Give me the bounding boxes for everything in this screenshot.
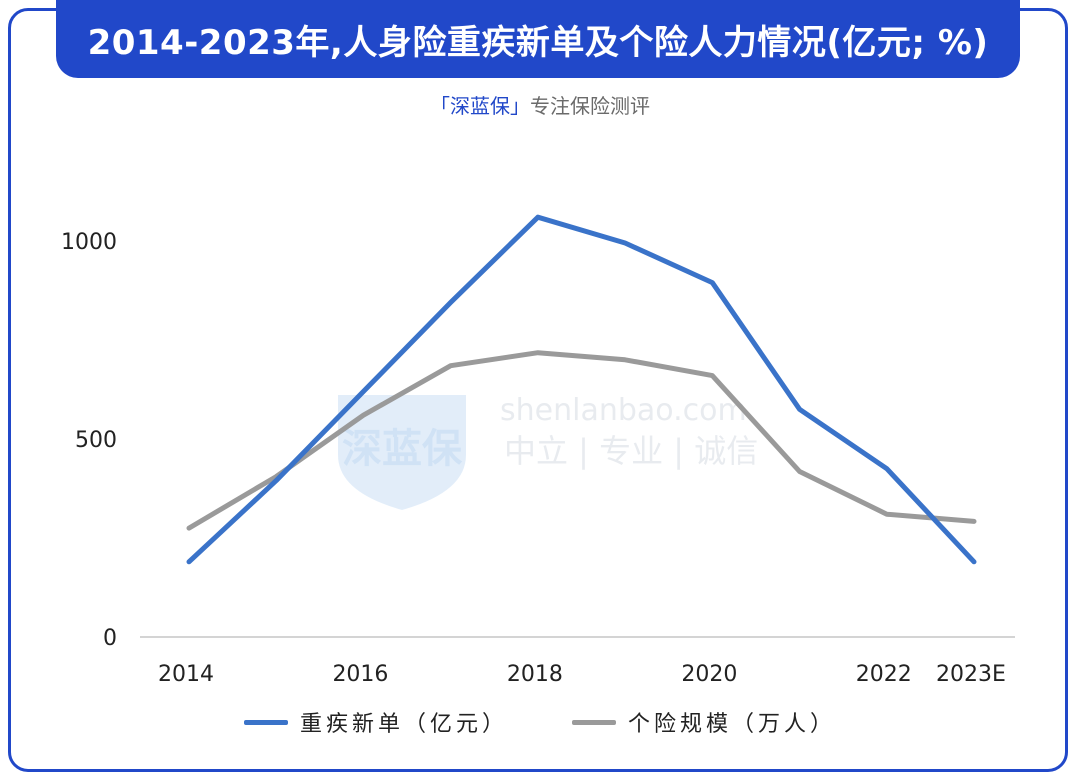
legend-swatch-2 (572, 719, 616, 725)
chart-frame (8, 8, 1068, 772)
legend-swatch-1 (243, 719, 288, 725)
y-tick-label: 0 (103, 626, 117, 651)
x-tick-label: 2016 (332, 662, 388, 687)
y-tick-labels: 0 500 1000 (61, 230, 117, 651)
legend-item-2: 个险规模（万人） (572, 706, 836, 738)
series-lines (186, 214, 977, 565)
legend-item-1: 重疾新单（亿元） (243, 706, 508, 738)
x-tick-label: 2022 (856, 662, 912, 687)
title-text: 2014-2023年,人身险重疾新单及个险人力情况(亿元; %) (87, 22, 989, 63)
watermark-slogan: 中立 | 专业 | 诚信 (504, 432, 758, 470)
legend: 重疾新单（亿元） 个险规模（万人） (0, 706, 1080, 738)
watermark: 深蓝保 shenlanbao.com 中立 | 专业 | 诚信 (338, 393, 758, 510)
y-tick-label: 500 (75, 428, 117, 453)
subtitle: 「深蓝保」专注保险测评 (0, 90, 1080, 119)
series-line-2 (186, 350, 977, 531)
legend-label-1: 重疾新单（亿元） (299, 712, 508, 737)
x-tick-label: 2014 (158, 662, 214, 687)
x-tick-label: 2020 (681, 662, 737, 687)
page-title: 2014-2023年,人身险重疾新单及个险人力情况(亿元; %) (56, 0, 1020, 78)
subtitle-text: 专注保险测评 (530, 94, 650, 118)
x-tick-labels: 2014 2016 2018 2020 2022 2023E (158, 662, 1006, 687)
x-tick-label: 2023E (936, 662, 1006, 687)
series-line-1 (186, 214, 977, 565)
brand-name: 「深蓝保」 (430, 94, 530, 118)
y-tick-label: 1000 (61, 230, 117, 255)
x-tick-label: 2018 (507, 662, 563, 687)
shield-icon (338, 395, 466, 510)
watermark-logo: 深蓝保 (342, 426, 463, 472)
legend-label-2: 个险规模（万人） (628, 712, 837, 737)
watermark-domain: shenlanbao.com (500, 393, 747, 428)
